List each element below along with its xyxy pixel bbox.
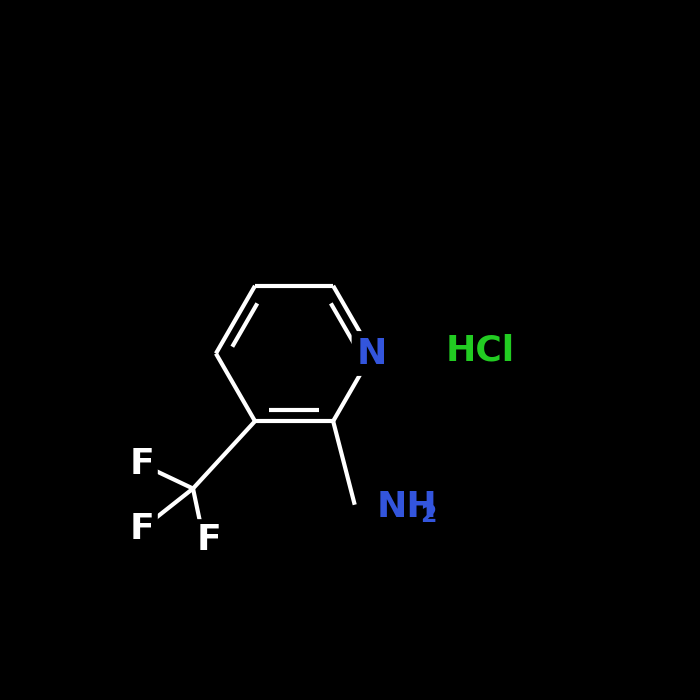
Text: F: F [130, 512, 154, 546]
Text: 2: 2 [421, 503, 437, 527]
Text: NH: NH [377, 491, 437, 524]
Text: F: F [130, 447, 154, 482]
Text: F: F [197, 523, 222, 556]
Text: HCl: HCl [445, 334, 514, 368]
Text: N: N [357, 337, 387, 370]
